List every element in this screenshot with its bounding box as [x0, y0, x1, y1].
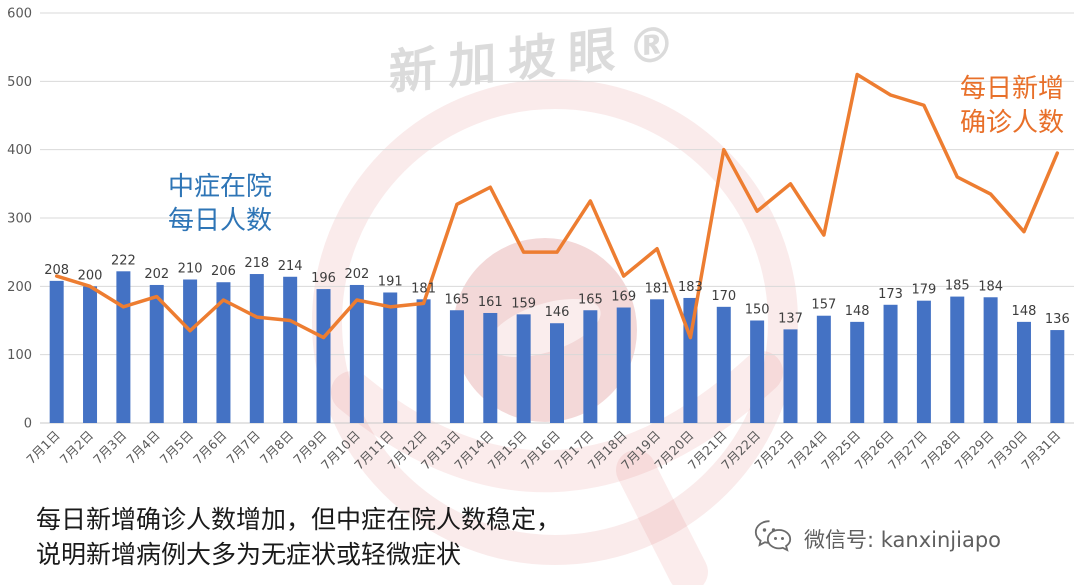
caption-line2: 说明新增病例大多为无症状或轻微症状 — [36, 539, 462, 569]
bar-7月11日 — [383, 292, 398, 423]
bar-value-label: 165 — [578, 292, 603, 307]
combo-chart: 01002003004005006007月1日7月2日7月3日7月4日7月5日7… — [7, 7, 1074, 473]
x-axis-tick-label: 7月5日 — [157, 428, 197, 468]
bar-value-label: 206 — [211, 264, 236, 279]
bar-value-label: 146 — [545, 305, 570, 320]
bar-value-label: 202 — [144, 267, 169, 282]
bar-7月2日 — [83, 286, 98, 423]
caption: 每日新增确诊人数增加，但中症在院人数稳定， 说明新增病例大多为无症状或轻微症状 — [36, 503, 561, 572]
y-axis-tick-label: 600 — [7, 7, 32, 22]
bar-value-label: 170 — [711, 289, 736, 304]
bar-value-label: 159 — [511, 296, 536, 311]
x-axis-tick-label: 7月4日 — [123, 428, 163, 468]
bar-value-label: 161 — [478, 295, 503, 310]
line-series-label: 每日新增 确诊人数 — [944, 72, 1080, 141]
caption-line1: 每日新增确诊人数增加，但中症在院人数稳定， — [36, 505, 562, 534]
bar-value-label: 137 — [778, 311, 803, 326]
bar-value-label: 179 — [911, 283, 936, 298]
wechat-footer: 微信号: kanxinjiapo — [754, 519, 1001, 558]
bar-value-label: 208 — [44, 263, 69, 278]
bar-7月28日 — [950, 296, 965, 423]
bar-7月17日 — [583, 310, 598, 423]
bar-7月29日 — [983, 297, 998, 423]
bar-value-label: 222 — [111, 253, 136, 268]
bar-value-label: 202 — [344, 267, 369, 282]
bar-7月4日 — [149, 284, 164, 423]
bar-value-label: 173 — [878, 287, 903, 302]
bar-7月8日 — [283, 276, 298, 423]
bar-7月23日 — [783, 329, 798, 423]
bar-value-label: 218 — [244, 256, 269, 271]
y-axis-tick-label: 400 — [7, 143, 32, 158]
bar-value-label: 148 — [845, 304, 870, 319]
bar-7月30日 — [1016, 321, 1031, 423]
bar-value-label: 150 — [745, 303, 770, 318]
bar-value-label: 169 — [611, 290, 636, 305]
bar-value-label: 191 — [378, 274, 403, 289]
bar-value-label: 214 — [278, 259, 303, 274]
bar-value-label: 136 — [1045, 312, 1070, 327]
bar-value-label: 185 — [945, 279, 970, 294]
bar-value-label: 196 — [311, 271, 336, 286]
wechat-handle: 微信号: kanxinjiapo — [804, 527, 1002, 552]
bar-7月19日 — [650, 299, 665, 423]
y-axis-tick-label: 300 — [7, 212, 32, 227]
bar-series-label-line1: 中症在院 — [167, 172, 272, 202]
bar-7月22日 — [750, 320, 765, 423]
bar-7月5日 — [183, 279, 198, 423]
bar-7月1日 — [49, 280, 64, 423]
bar-series-label: 中症在院 每日人数 — [148, 170, 292, 239]
bar-7月6日 — [216, 282, 231, 423]
bar-7月31日 — [1050, 330, 1065, 423]
x-axis-tick-label: 7月8日 — [257, 428, 297, 468]
bar-series-label-line2: 每日人数 — [167, 206, 272, 237]
line-series — [54, 72, 1060, 340]
bar-7月12日 — [416, 299, 431, 423]
x-axis-tick-label: 7月3日 — [90, 428, 130, 468]
bar-value-label: 183 — [678, 280, 703, 295]
bar-value-label: 157 — [811, 298, 836, 313]
y-axis-tick-label: 100 — [7, 348, 32, 363]
bar-value-label: 210 — [178, 262, 203, 277]
bar-7月26日 — [883, 304, 898, 423]
bar-7月27日 — [916, 300, 931, 423]
bar-7月18日 — [616, 307, 631, 423]
x-axis-tick-label: 7月6日 — [190, 428, 230, 468]
bar-7月7日 — [249, 274, 264, 423]
y-axis-tick-label: 200 — [7, 280, 32, 295]
x-axis-tick-label: 7月7日 — [223, 428, 263, 468]
bar-7月9日 — [316, 289, 331, 423]
bar-7月13日 — [449, 310, 464, 423]
bar-7月10日 — [349, 284, 364, 423]
line-series-label-line1: 每日新增 — [959, 74, 1064, 104]
bar-value-label: 184 — [978, 279, 1003, 294]
bar-value-label: 165 — [445, 292, 470, 307]
bar-7月16日 — [550, 323, 564, 423]
bar-7月15日 — [516, 314, 531, 423]
bar-value-label: 181 — [411, 281, 436, 296]
wechat-icon — [754, 519, 794, 558]
y-axis-tick-label: 500 — [7, 75, 32, 90]
bar-7月21日 — [716, 306, 731, 423]
x-axis-tick-label: 7月2日 — [57, 428, 97, 468]
bar-value-label: 148 — [1012, 304, 1037, 319]
y-axis-tick-label: 0 — [24, 417, 32, 432]
bar-7月25日 — [850, 321, 865, 423]
line-series-label-line2: 确诊人数 — [959, 108, 1064, 139]
bar-7月24日 — [816, 315, 831, 423]
x-axis-tick-label: 7月1日 — [23, 428, 63, 468]
bar-value-label: 181 — [645, 281, 670, 296]
bar-7月3日 — [116, 271, 131, 423]
bar-7月14日 — [483, 312, 498, 423]
bar-value-label: 200 — [78, 268, 103, 283]
